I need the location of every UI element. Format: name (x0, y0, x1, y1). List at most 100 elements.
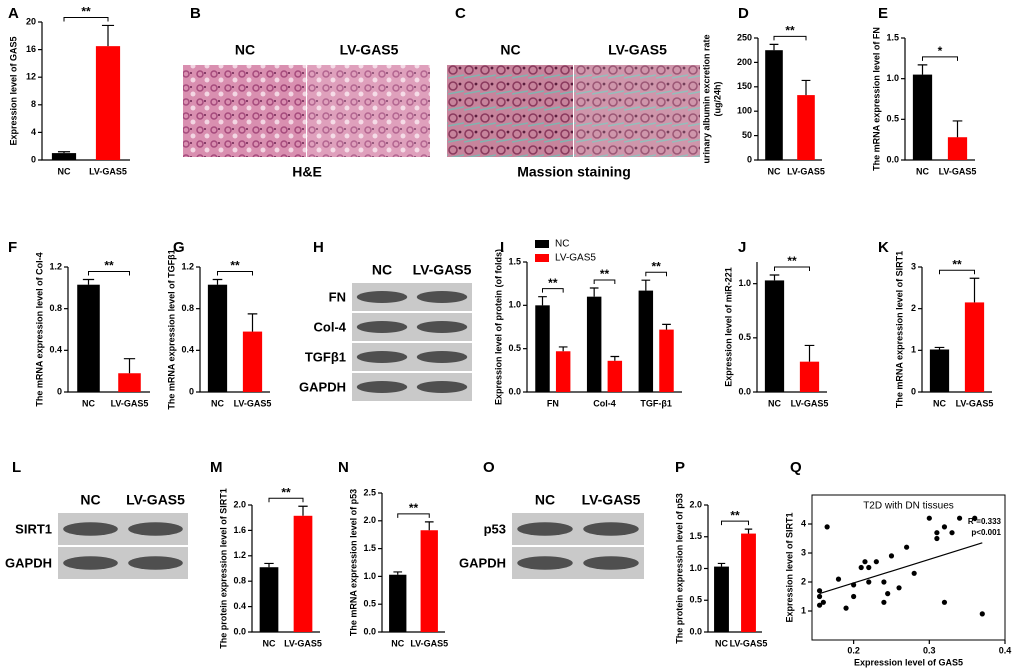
bar (95, 46, 121, 160)
point (816, 588, 823, 594)
error-bar (801, 79, 811, 96)
fit-line (819, 542, 983, 595)
point (873, 559, 879, 565)
significance-label: ** (651, 259, 661, 273)
point (881, 599, 887, 605)
y-axis-label: urinary albumin excretion rate (701, 34, 711, 163)
y-tick-label: 0 (57, 386, 62, 396)
y-tick-label: 2.0 (689, 499, 702, 509)
point (858, 564, 864, 571)
point (866, 579, 872, 585)
significance-label: ** (730, 508, 740, 522)
point (949, 530, 955, 536)
blot-band (356, 291, 408, 303)
panel-label: A (8, 5, 19, 22)
bar (586, 296, 602, 392)
bar (659, 329, 674, 392)
error-bar (717, 562, 726, 567)
x-tick-label: LV-GAS5 (234, 398, 272, 408)
row-label: GAPDH (299, 379, 346, 394)
legend-label: NC (555, 239, 569, 250)
y-tick-label: 0.5 (738, 332, 751, 342)
error-bar (264, 562, 274, 568)
blot-band (583, 522, 639, 536)
y-tick-label: 1 (801, 605, 806, 615)
significance-bracket (773, 35, 807, 41)
row-label: GAPDH (459, 555, 506, 570)
y-tick-label: 0 (747, 154, 752, 164)
y-tick-label: 0.0 (508, 386, 521, 396)
significance-label: ** (81, 5, 91, 19)
error-bar (101, 24, 115, 47)
panel-label: O (483, 459, 495, 476)
bar (118, 373, 141, 392)
panel-label: C (455, 5, 466, 22)
x-tick-label: LV-GAS5 (410, 638, 448, 648)
error-bar (769, 274, 780, 281)
panel-label: K (878, 239, 889, 256)
x-axis-label: Expression level of GAS5 (854, 657, 963, 667)
x-tick-label: TGF-β1 (640, 398, 672, 408)
y-axis-label: Expression level of miR-221 (723, 267, 733, 387)
significance-label: ** (548, 276, 558, 290)
column-label: NC (500, 42, 520, 58)
y-tick-label: 3 (801, 547, 806, 557)
chart-title: T2D with DN tissues (863, 501, 954, 512)
y-tick-label: 0.4 (181, 345, 194, 355)
y-tick-label: 1.0 (508, 300, 521, 310)
point (843, 605, 849, 611)
column-label: NC (80, 492, 100, 508)
y-axis-label: The protein expression level of SIRT1 (218, 488, 228, 649)
y-tick-label: 0.4 (233, 601, 246, 611)
point (934, 535, 940, 542)
point (979, 611, 985, 617)
significance-bracket (593, 279, 616, 284)
panel-label: H (313, 239, 324, 256)
y-tick-label: 0.5 (689, 595, 702, 605)
blot-band (128, 522, 183, 536)
significance-bracket (922, 56, 958, 61)
x-tick-label: LV-GAS5 (111, 398, 149, 408)
bar (638, 290, 654, 392)
y-axis-label: The protein expression level of p53 (674, 493, 684, 644)
bar (555, 351, 571, 392)
point (972, 515, 978, 521)
blot-band (583, 556, 639, 570)
bar (764, 280, 785, 392)
significance-label: ** (600, 267, 610, 281)
legend-swatch (535, 240, 549, 248)
point (956, 515, 963, 521)
panel-label: J (738, 239, 746, 256)
y-tick-label: 0.8 (233, 576, 246, 586)
point (816, 593, 823, 600)
bar (929, 349, 950, 392)
blot-band (416, 351, 468, 363)
y-axis-label: Expression level of SIRT1 (784, 512, 794, 622)
row-label: p53 (484, 521, 506, 536)
bar (77, 284, 100, 392)
x-tick-label: NC (933, 398, 946, 408)
error-bar (247, 313, 258, 332)
y-tick-label: 20 (26, 16, 36, 26)
blot-band (517, 522, 573, 536)
legend-swatch (535, 254, 549, 262)
image-caption: Massion staining (517, 164, 631, 180)
x-tick-label: LV-GAS5 (956, 398, 994, 408)
column-label: LV-GAS5 (340, 42, 399, 58)
x-tick-label: NC (768, 166, 781, 176)
bar (714, 566, 729, 632)
y-tick-label: 2 (801, 576, 806, 586)
histology-image (183, 65, 306, 157)
error-bar (769, 43, 779, 51)
bar (741, 533, 756, 632)
panel-label: G (173, 239, 185, 256)
point (941, 599, 948, 605)
y-tick-label: 1.2 (49, 261, 62, 271)
x-tick-label: 0.4 (999, 645, 1012, 655)
y-tick-label: 200 (737, 57, 752, 67)
bar (293, 515, 313, 632)
point (934, 530, 940, 536)
column-label: NC (235, 42, 255, 58)
annotation: R²=0.333 (968, 517, 1002, 526)
y-tick-label: 4 (31, 127, 36, 137)
